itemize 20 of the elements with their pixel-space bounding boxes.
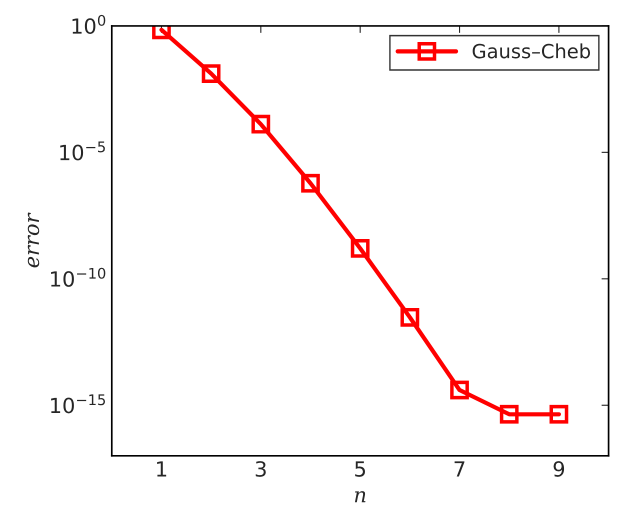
x-tick-label: 7 xyxy=(454,461,464,477)
x-tick-label: 5 xyxy=(355,461,365,477)
x-axis-title: n xyxy=(354,491,366,502)
point xyxy=(550,404,568,424)
point xyxy=(400,308,420,327)
x-tick-label: 3 xyxy=(256,461,266,477)
y-tick-label: 10$^{−15}$ xyxy=(51,394,106,414)
x-tick-label: 9 xyxy=(554,461,564,477)
point xyxy=(301,174,320,193)
point xyxy=(350,238,370,258)
point xyxy=(500,404,519,424)
y-axis-title: error xyxy=(28,212,40,268)
y-tick-label: 10$^{−10}$ xyxy=(51,268,106,287)
y-tick-label: 10$^{0}$ xyxy=(72,14,106,34)
point xyxy=(251,114,270,134)
point xyxy=(202,64,221,83)
y-tick-label: 10$^{−5}$ xyxy=(60,142,105,160)
point xyxy=(450,380,469,400)
x-tick-label: 1 xyxy=(157,461,166,477)
legend-label: Gauss–Cheb xyxy=(472,43,590,58)
